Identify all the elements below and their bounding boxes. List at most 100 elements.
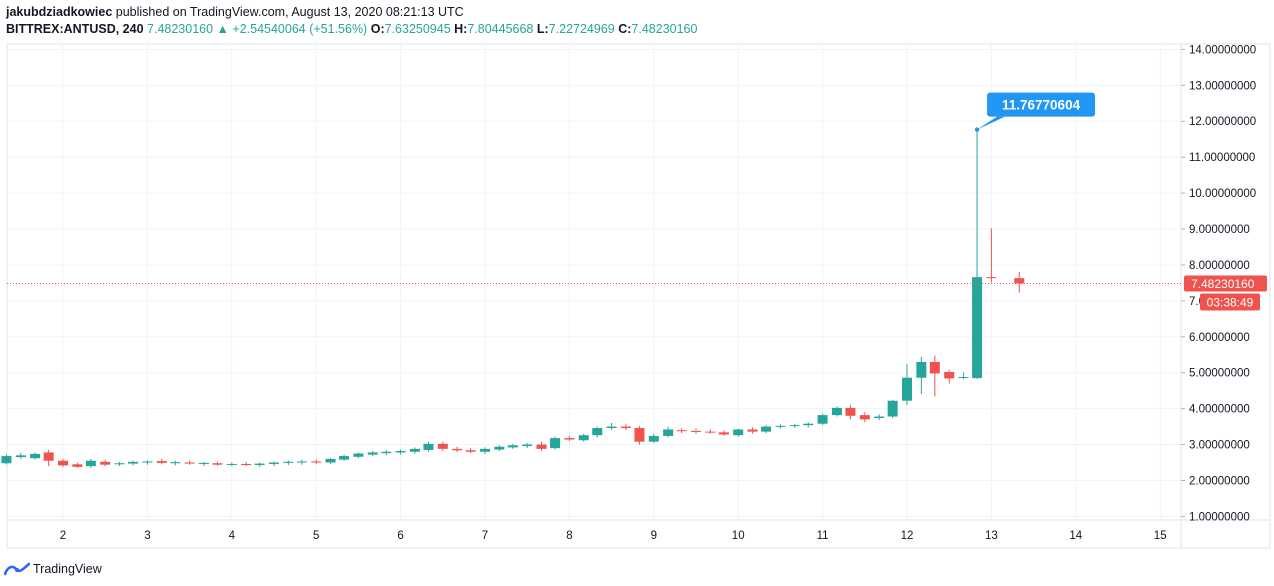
candle-body xyxy=(718,432,729,435)
candle-body xyxy=(944,371,955,379)
last-price: 7.48230160 xyxy=(147,22,214,36)
candle-body xyxy=(212,463,223,465)
x-tick-label: 9 xyxy=(651,530,657,542)
low-value: 7.22724969 xyxy=(548,22,615,36)
candle-body xyxy=(283,461,294,463)
candle-body xyxy=(902,377,912,401)
x-tick-label: 12 xyxy=(901,530,914,542)
last-price-tag-label: 7.48230160 xyxy=(1191,277,1255,291)
y-tick-label: 5.00000000 xyxy=(1189,368,1250,380)
candle-body xyxy=(452,448,463,451)
candle-body xyxy=(578,435,589,441)
candle-body xyxy=(887,400,898,417)
candle-body xyxy=(648,435,659,442)
candle-body xyxy=(494,446,505,450)
x-tick-label: 10 xyxy=(732,530,745,542)
publication-info: published on TradingView.com, August 13,… xyxy=(115,5,464,19)
y-tick-label: 11.00000000 xyxy=(1189,152,1255,164)
candle-body xyxy=(353,453,364,457)
candle-body xyxy=(100,461,111,465)
candle-body xyxy=(536,444,547,449)
y-tick-label: 9.00000000 xyxy=(1189,224,1250,236)
high-callout-pointer xyxy=(977,116,1006,130)
candle-body xyxy=(874,416,885,418)
candle-body xyxy=(156,461,167,463)
candle-body xyxy=(85,460,96,467)
candle-body xyxy=(929,361,940,374)
tradingview-branding[interactable]: TradingView xyxy=(4,559,102,579)
y-tick-label: 12.00000000 xyxy=(1189,116,1256,128)
candle-body xyxy=(1014,278,1025,284)
countdown-tag-label: 03:38:49 xyxy=(1207,296,1254,310)
candle-body xyxy=(916,361,927,378)
candle-body xyxy=(972,277,983,379)
candle-body xyxy=(128,461,139,464)
x-tick-label: 14 xyxy=(1069,530,1082,542)
last-price-tag xyxy=(1184,275,1267,292)
candle-body xyxy=(296,461,307,463)
candle-body xyxy=(507,445,518,448)
candle-body xyxy=(564,438,575,440)
candle-body xyxy=(775,425,786,427)
close-value: 7.48230160 xyxy=(631,22,698,36)
x-tick-label: 8 xyxy=(566,530,572,542)
candle-body xyxy=(72,464,83,467)
candle-body xyxy=(367,452,378,455)
candle-body xyxy=(198,462,209,464)
open-value: 7.63250945 xyxy=(384,22,451,36)
x-tick-label: 13 xyxy=(985,530,998,542)
symbol-label: BITTREX:ANTUSD, 240 xyxy=(6,22,144,36)
candle-body xyxy=(550,438,561,449)
candle-body xyxy=(465,450,476,452)
x-tick-label: 11 xyxy=(817,530,829,542)
tradingview-wordmark: TradingView xyxy=(33,562,102,576)
candle-body xyxy=(705,431,716,433)
candle-body xyxy=(311,461,322,463)
candle-body xyxy=(606,426,617,429)
candle-body xyxy=(958,377,969,379)
candle-body xyxy=(986,277,997,279)
y-tick-label: 14.00000000 xyxy=(1189,44,1256,56)
candle-body xyxy=(339,456,350,460)
x-tick-label: 15 xyxy=(1154,530,1167,542)
symbol-ohlc-line: BITTREX:ANTUSD, 240 7.48230160 ▲ +2.5454… xyxy=(6,22,697,36)
y-tick-label: 8.00000000 xyxy=(1189,260,1250,272)
candle-body xyxy=(30,453,41,459)
candle-body xyxy=(747,429,758,432)
candle-body xyxy=(395,451,406,453)
candle-body xyxy=(58,460,68,466)
y-tick-label: 10.00000000 xyxy=(1189,188,1256,200)
candle-body xyxy=(226,463,237,465)
x-tick-label: 7 xyxy=(482,530,488,542)
y-tick-label: 4.00000000 xyxy=(1189,404,1250,416)
publication-line: jakubdziadkowiec published on TradingVie… xyxy=(6,5,464,19)
candle-body xyxy=(803,423,814,426)
candle-body xyxy=(831,407,842,416)
candle-body xyxy=(325,458,336,463)
high-callout-box[interactable] xyxy=(987,92,1096,117)
candle-body xyxy=(592,428,603,436)
candle-body xyxy=(437,443,448,449)
candle-body xyxy=(381,451,392,454)
candle-body xyxy=(845,407,856,416)
candle-body xyxy=(522,444,533,446)
y-tick-label: 2.00000000 xyxy=(1189,475,1250,487)
candle-body xyxy=(409,448,420,452)
candle-body xyxy=(15,455,26,458)
candle-body xyxy=(859,415,870,420)
x-tick-label: 4 xyxy=(229,530,236,542)
x-tick-label: 6 xyxy=(397,530,403,542)
x-tick-label: 2 xyxy=(60,530,66,542)
candlestick-chart[interactable]: 1.00000000 2.00000000 3.00000000 4.00000000… xyxy=(0,0,1274,556)
candle-body xyxy=(761,426,772,432)
candle-body xyxy=(789,425,800,427)
x-tick-label: 5 xyxy=(313,530,319,542)
candle-body xyxy=(1,456,12,464)
candle-body xyxy=(142,461,153,463)
author-name[interactable]: jakubdziadkowiec xyxy=(6,5,113,19)
countdown-tag xyxy=(1200,293,1260,311)
close-label: C: xyxy=(618,22,632,36)
candle-body xyxy=(114,463,125,465)
high-label: H: xyxy=(454,22,468,36)
price-change: ▲ +2.54540064 (+51.56%) xyxy=(216,22,368,36)
